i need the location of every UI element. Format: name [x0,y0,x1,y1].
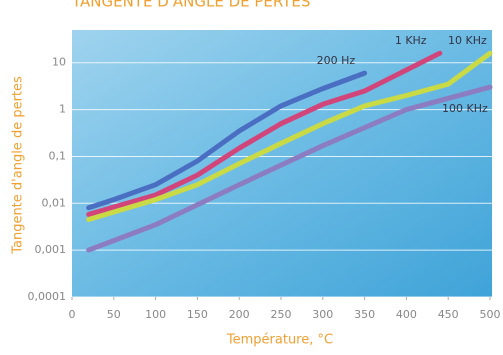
y-axis-label: Tangente d'angle de pertes [11,76,26,255]
y-tick-label: 0,01 [42,196,67,209]
y-tick-label: 0,0001 [28,290,67,303]
y-tick-label: 0,001 [35,243,67,256]
x-tick-label: 250 [271,308,292,321]
series-label: 200 Hz [317,54,356,67]
series-line [86,70,368,211]
y-tick-label: 10 [52,56,66,69]
series-line [86,50,493,222]
x-tick-label: 400 [396,308,417,321]
x-tick-label: 100 [145,308,166,321]
x-tick-label: 500 [480,308,501,321]
series-line [86,50,443,217]
x-tick-label: 350 [354,308,375,321]
series-label: 10 KHz [448,34,487,47]
x-tick-label: 50 [107,308,121,321]
y-tick-label: 1 [59,103,66,116]
x-tick-label: 150 [187,308,208,321]
series-label: 1 KHz [395,34,427,47]
chart-title: TANGENTE D'ANGLE DE PERTES [71,0,310,11]
series-line [86,84,493,253]
x-axis-label: Température, °C [226,333,333,348]
x-tick-label: 450 [438,308,459,321]
y-tick-label: 0,1 [49,149,67,162]
x-tick-label: 0 [69,308,76,321]
x-tick-label: 300 [312,308,333,321]
x-tick-label: 200 [229,308,250,321]
series-label: 100 KHz [442,102,488,115]
